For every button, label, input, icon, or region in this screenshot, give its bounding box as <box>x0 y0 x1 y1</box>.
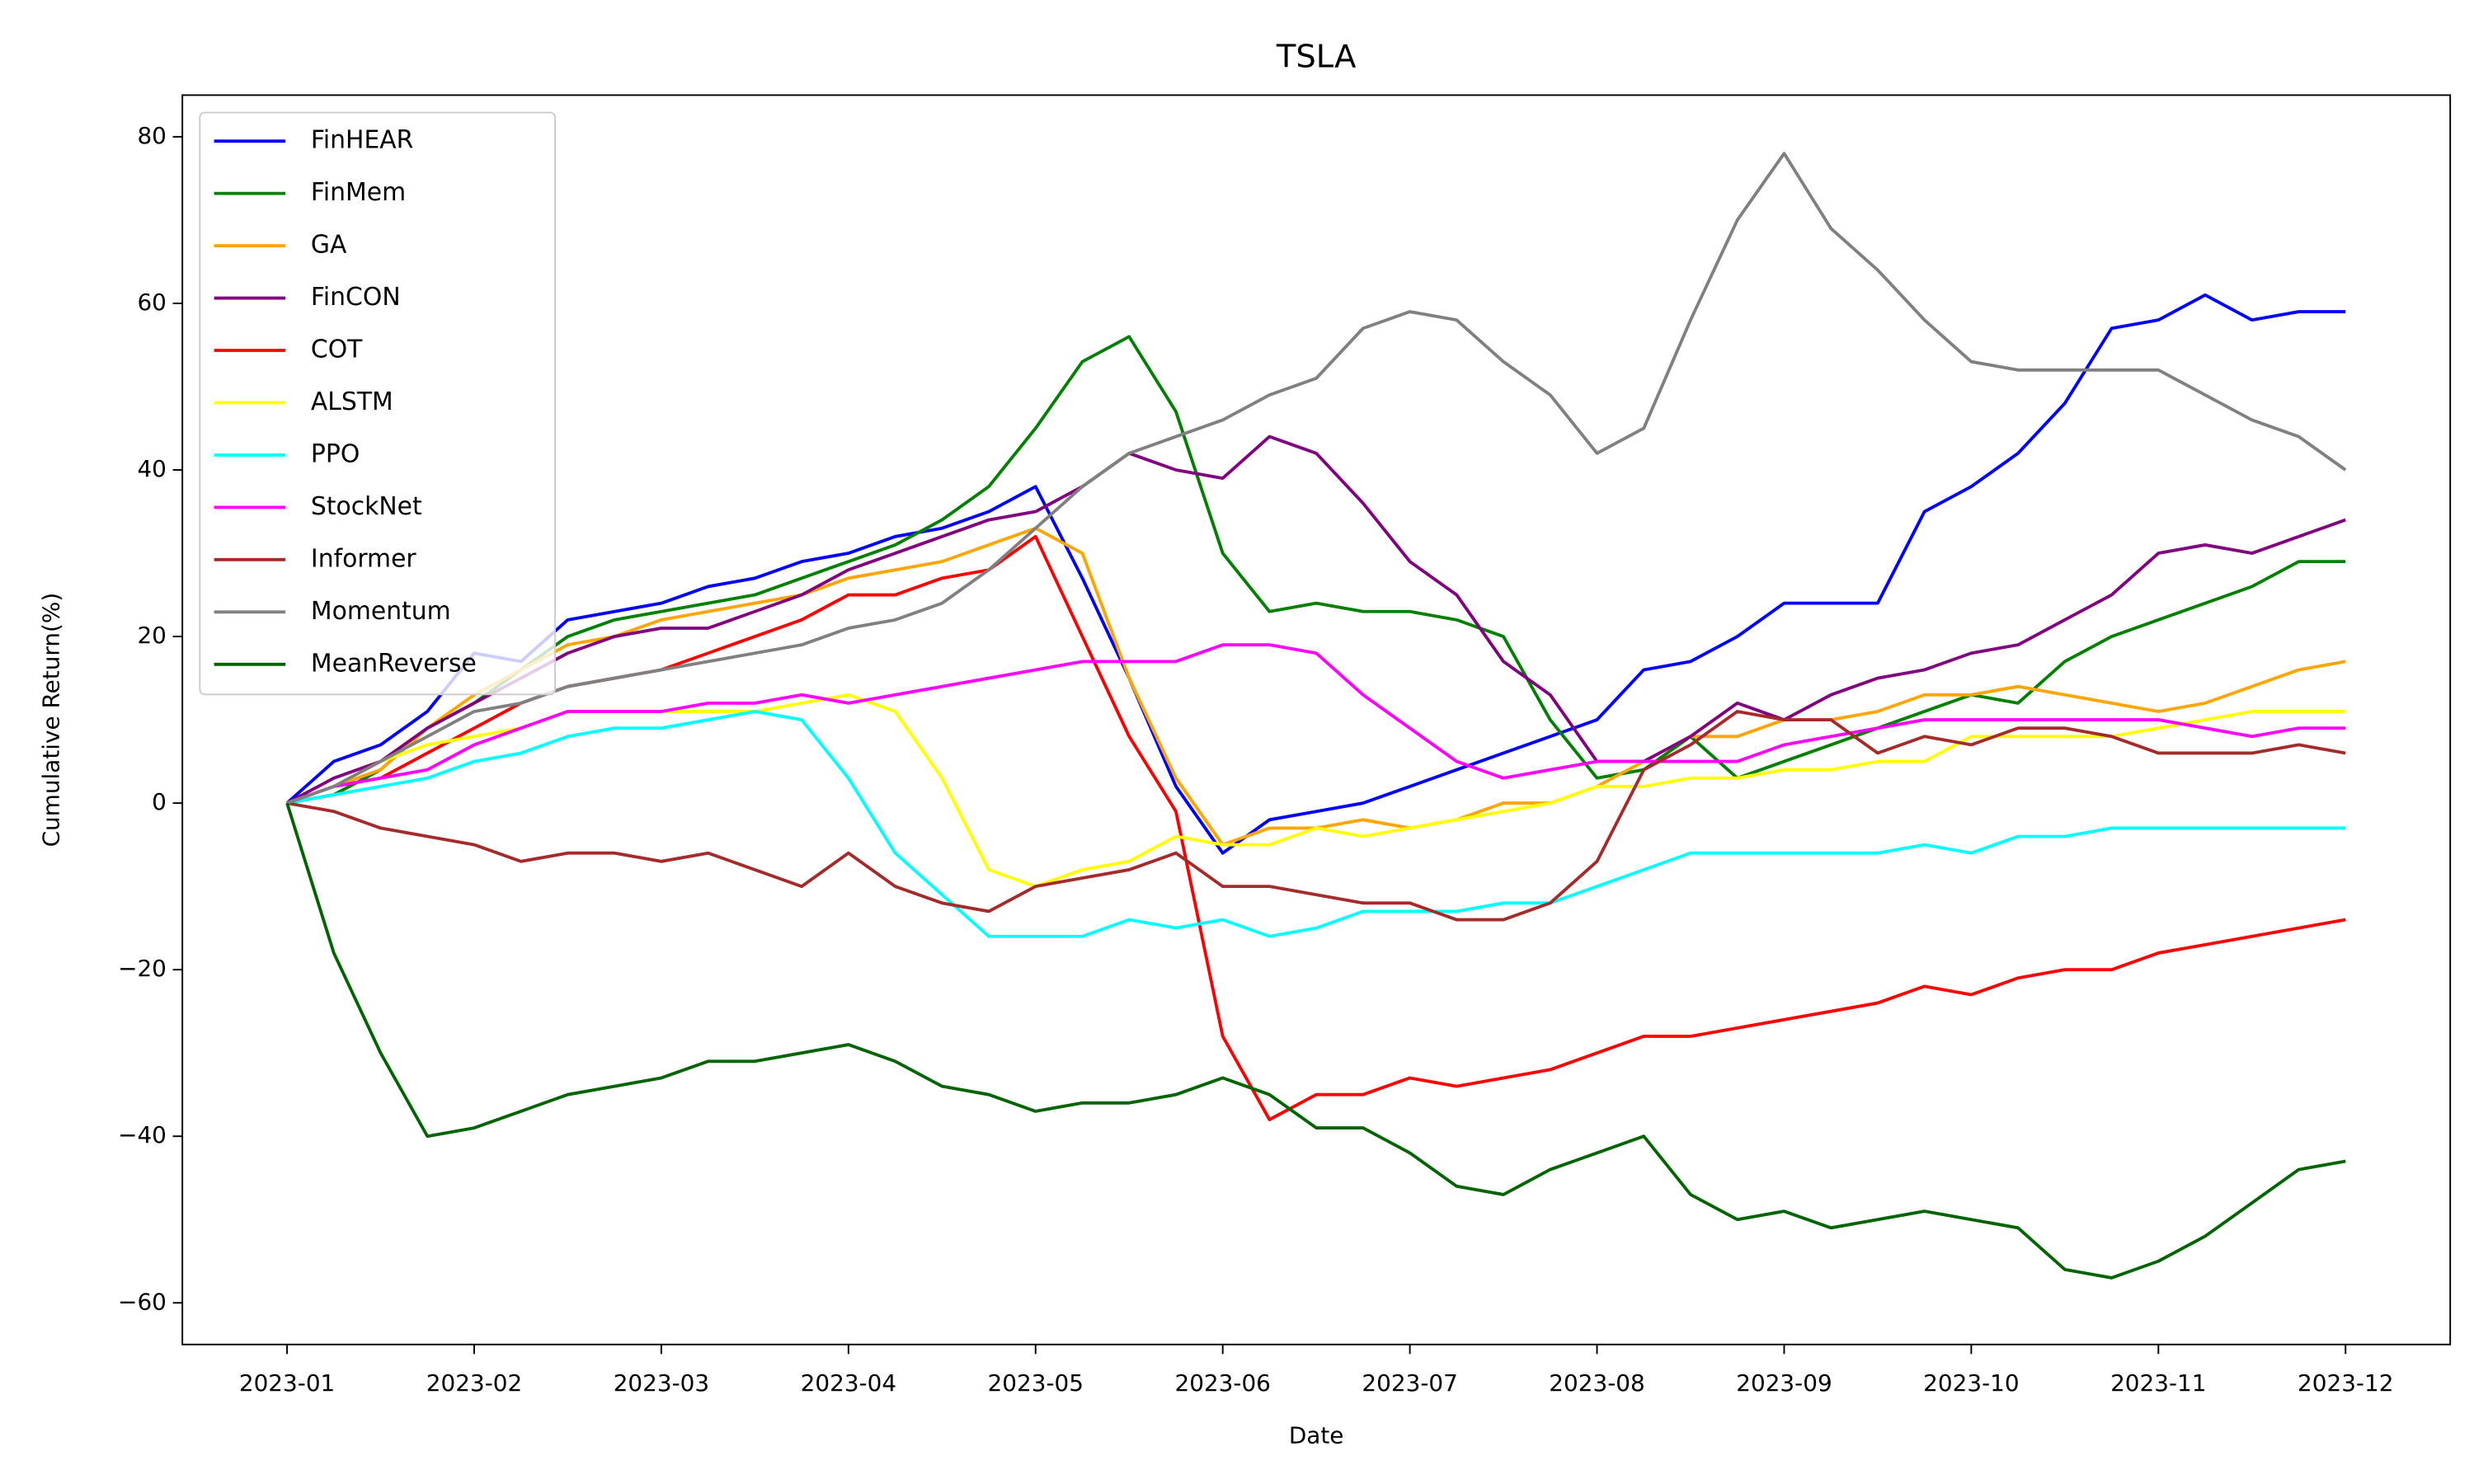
legend-label: PPO <box>311 439 360 468</box>
x-tick-label: 2023-07 <box>1362 1369 1457 1397</box>
legend-label: Momentum <box>311 597 451 626</box>
x-tick-label: 2023-05 <box>988 1369 1084 1397</box>
y-tick-label: 20 <box>137 622 166 649</box>
legend-label: COT <box>311 336 363 364</box>
x-tick-label: 2023-02 <box>426 1369 522 1397</box>
x-tick-label: 2023-03 <box>614 1369 709 1397</box>
legend-label: StockNet <box>311 492 422 521</box>
legend-label: ALSTM <box>311 387 393 416</box>
legend-label: Informer <box>311 544 416 573</box>
legend-label: GA <box>311 231 347 260</box>
y-tick-label: −40 <box>118 1121 167 1148</box>
x-tick-label: 2023-04 <box>801 1369 896 1397</box>
legend-label: MeanReverse <box>311 649 477 678</box>
series-line <box>286 434 2346 805</box>
x-tick-label: 2023-09 <box>1736 1369 1832 1397</box>
series-line <box>285 293 2346 855</box>
y-tick-label: 60 <box>137 289 166 316</box>
legend-label: FinCON <box>311 283 401 312</box>
series-line <box>285 802 2346 1280</box>
x-tick-label: 2023-12 <box>2298 1369 2393 1397</box>
y-tick-label: −60 <box>118 1288 167 1315</box>
series-line <box>286 710 2346 938</box>
series-line <box>286 643 2346 805</box>
series-line <box>286 152 2347 805</box>
y-tick-label: 40 <box>137 455 166 482</box>
x-tick-label: 2023-01 <box>239 1369 335 1397</box>
x-tick-label: 2023-08 <box>1549 1369 1644 1397</box>
chart-title: TSLA <box>1276 39 1357 76</box>
x-tick-label: 2023-10 <box>1923 1369 2019 1397</box>
legend-label: FinHEAR <box>311 126 413 155</box>
x-tick-label: 2023-06 <box>1174 1369 1270 1397</box>
y-axis-label: Cumulative Return(%) <box>37 593 64 848</box>
y-tick-label: −20 <box>118 955 167 982</box>
y-tick-label: 80 <box>137 122 166 149</box>
legend-label: FinMem <box>311 178 406 207</box>
legend-box <box>199 111 557 696</box>
x-axis-label: Date <box>1289 1421 1344 1449</box>
series-line <box>286 710 2346 922</box>
x-tick-label: 2023-11 <box>2110 1369 2206 1397</box>
series-line <box>286 335 2346 805</box>
plot-frame <box>181 94 2452 1345</box>
y-tick-label: 0 <box>152 788 167 815</box>
